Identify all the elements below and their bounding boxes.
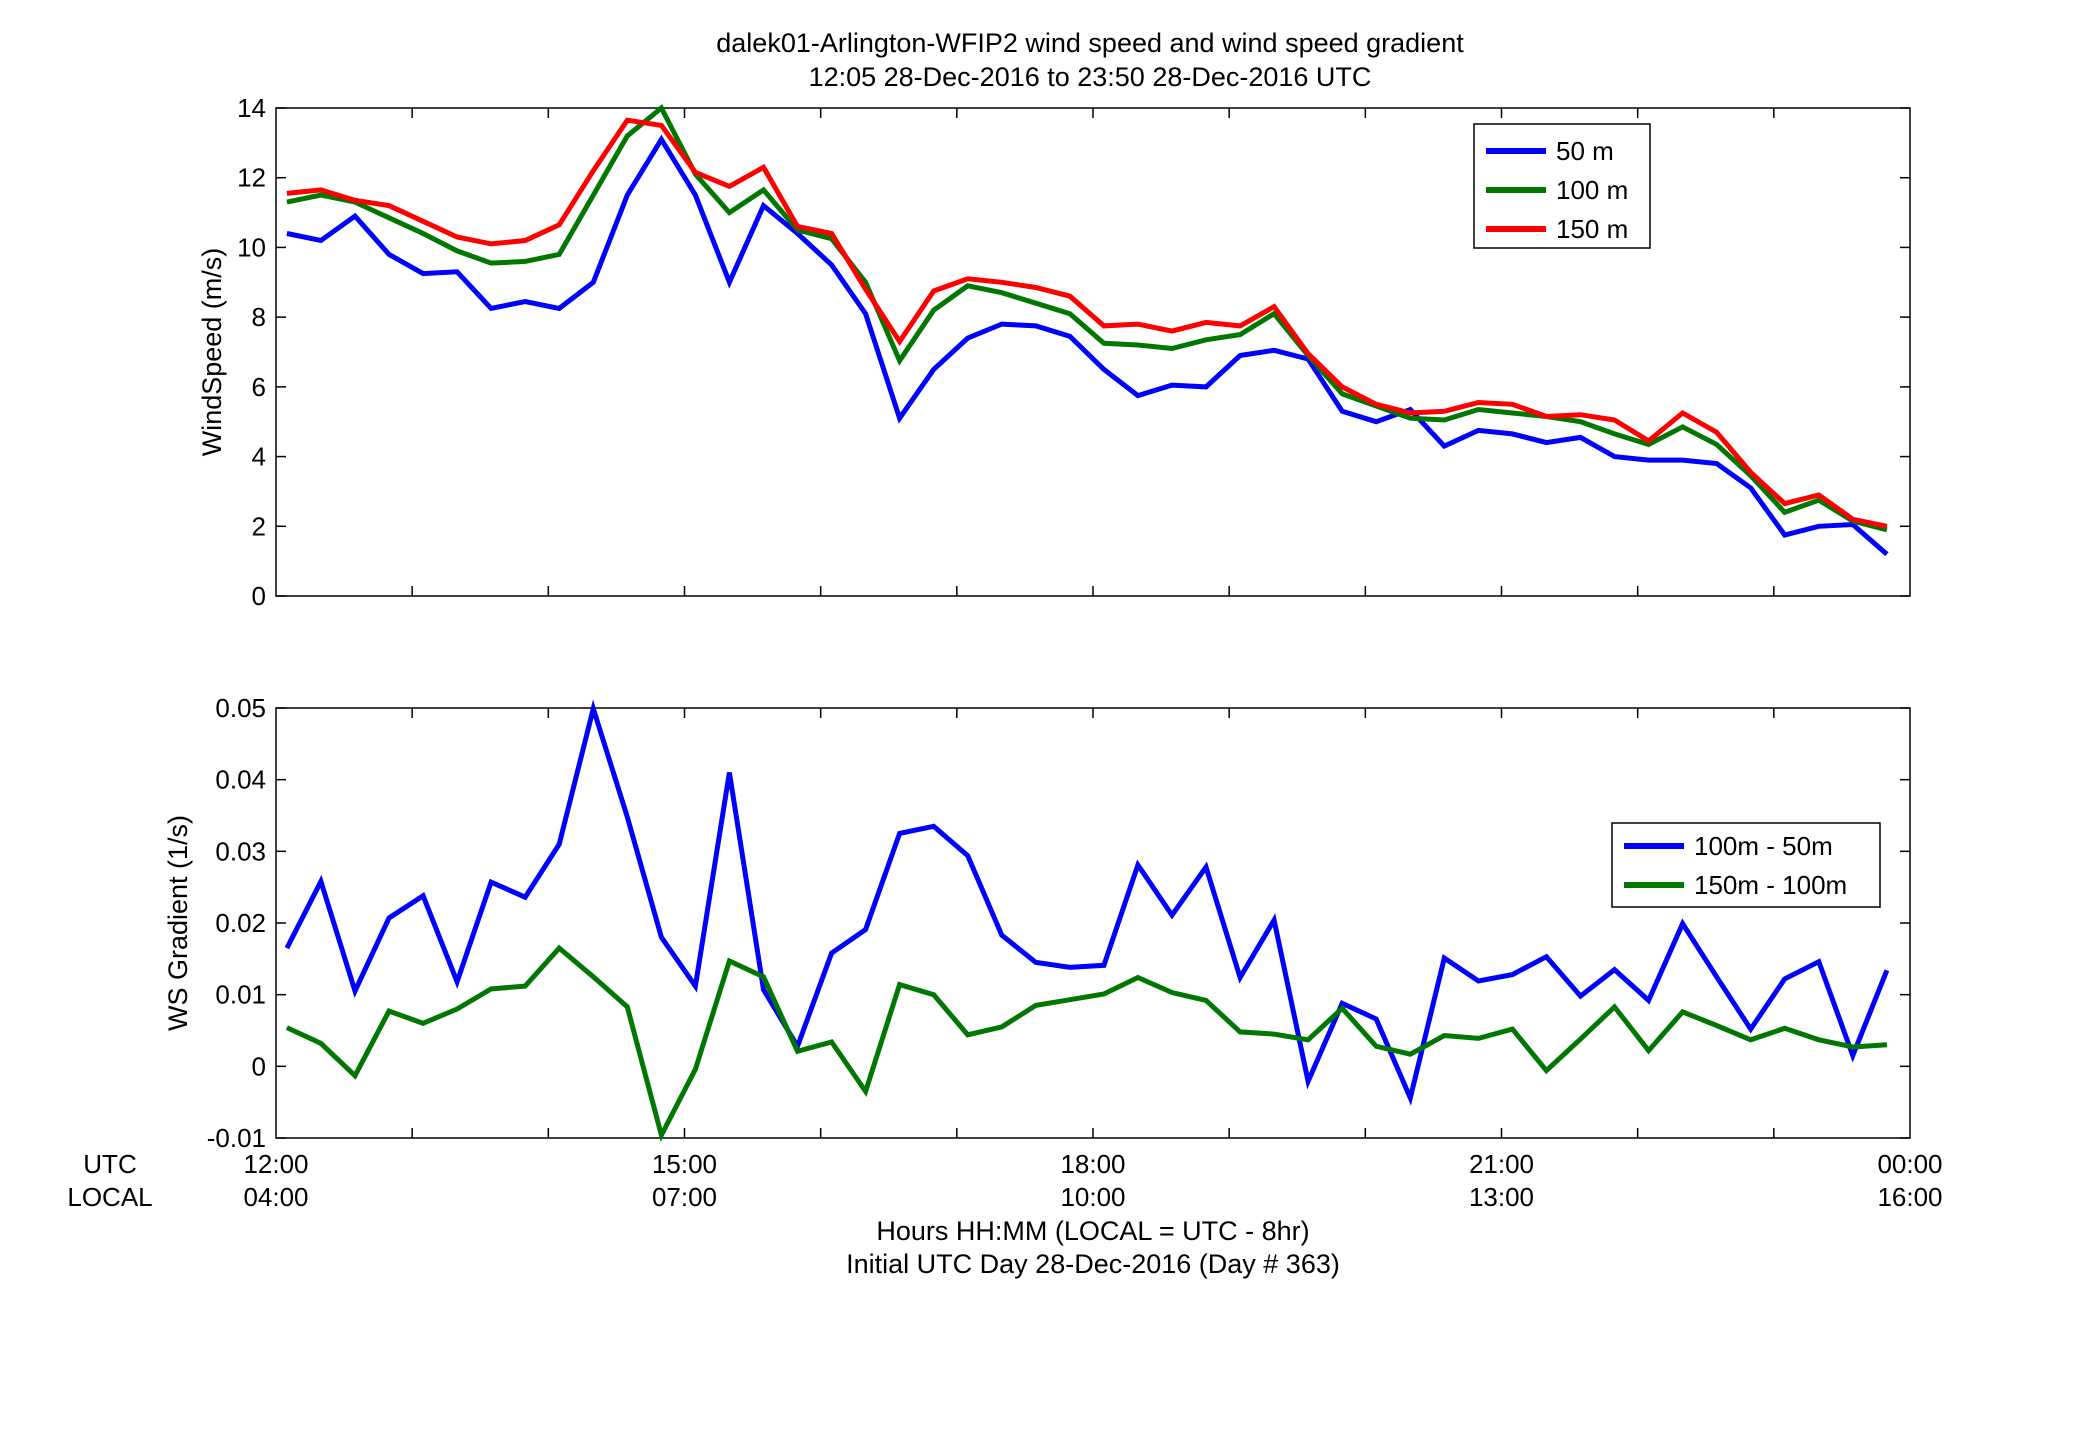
x-tick-label-local: 10:00 bbox=[1060, 1182, 1125, 1212]
bottom-y-tick-label: 0.05 bbox=[215, 693, 266, 723]
top-y-ticks: 0 2 4 6 8 10 12 14 bbox=[237, 93, 1910, 611]
x-tick-label-utc: 18:00 bbox=[1060, 1149, 1125, 1179]
x-tick-label-utc: 12:00 bbox=[243, 1149, 308, 1179]
bottom-y-tick-label: 0 bbox=[252, 1051, 266, 1081]
top-legend-label-100m: 100 m bbox=[1556, 175, 1628, 205]
x-tick-label-utc: 21:00 bbox=[1469, 1149, 1534, 1179]
x-tick-label-local: 13:00 bbox=[1469, 1182, 1534, 1212]
x-tick-label-local: 04:00 bbox=[243, 1182, 308, 1212]
bottom-legend-label-100-50: 100m - 50m bbox=[1694, 831, 1833, 861]
top-y-axis-label: WindSpeed (m/s) bbox=[197, 248, 227, 457]
top-series-line-3 bbox=[286, 117, 1888, 529]
x-axis-label: Hours HH:MM (LOCAL = UTC - 8hr) bbox=[876, 1216, 1309, 1246]
utc-row-label: UTC bbox=[83, 1149, 136, 1179]
top-y-tick-label: 0 bbox=[252, 581, 266, 611]
bottom-legend: 100m - 50m 150m - 100m bbox=[1611, 822, 1881, 908]
x-tick-label-local: 16:00 bbox=[1877, 1182, 1942, 1212]
top-series-lines bbox=[286, 104, 1889, 557]
bottom-series-lines bbox=[284, 699, 1890, 1143]
bottom-y-axis-label: WS Gradient (1/s) bbox=[163, 815, 193, 1031]
top-y-tick-label: 14 bbox=[237, 93, 266, 123]
bottom-series-line-2 bbox=[285, 944, 1888, 1143]
x-tick-label-utc: 00:00 bbox=[1877, 1149, 1942, 1179]
bottom-legend-box bbox=[1611, 822, 1881, 908]
top-y-tick-label: 6 bbox=[252, 372, 266, 402]
bottom-y-tick-label: -0.01 bbox=[207, 1123, 266, 1153]
chart-subtitle: 12:05 28-Dec-2016 to 23:50 28-Dec-2016 U… bbox=[809, 62, 1372, 92]
top-y-tick-label: 12 bbox=[237, 163, 266, 193]
top-x-ticks bbox=[411, 108, 1775, 596]
top-y-tick-label: 2 bbox=[252, 511, 266, 541]
top-legend: 50 m 100 m 150 m bbox=[1473, 123, 1651, 249]
bottom-series-line-1 bbox=[284, 699, 1890, 1106]
chart-title: dalek01-Arlington-WFIP2 wind speed and w… bbox=[716, 28, 1464, 58]
x-axis-label-day: Initial UTC Day 28-Dec-2016 (Day # 363) bbox=[846, 1249, 1340, 1279]
bottom-y-tick-label: 0.01 bbox=[215, 980, 266, 1010]
x-tick-label-local: 07:00 bbox=[652, 1182, 717, 1212]
bottom-y-ticks: -0.01 0 0.01 0.02 0.03 0.04 0.05 bbox=[207, 693, 1910, 1153]
top-series-line-2 bbox=[286, 104, 1888, 533]
bottom-legend-label-150-100: 150m - 100m bbox=[1694, 870, 1847, 900]
top-legend-label-50m: 50 m bbox=[1556, 136, 1614, 166]
x-tick-label-utc: 15:00 bbox=[652, 1149, 717, 1179]
bottom-y-tick-label: 0.03 bbox=[215, 836, 266, 866]
top-y-tick-label: 8 bbox=[252, 302, 266, 332]
bottom-plot-frame bbox=[275, 707, 1911, 1139]
top-y-tick-label: 4 bbox=[252, 442, 266, 472]
top-series-line-1 bbox=[286, 134, 1889, 557]
top-legend-label-150m: 150 m bbox=[1556, 214, 1628, 244]
top-plot-frame bbox=[275, 107, 1911, 597]
bottom-y-tick-label: 0.04 bbox=[215, 765, 266, 795]
top-y-tick-label: 10 bbox=[237, 232, 266, 262]
local-row-label: LOCAL bbox=[67, 1182, 152, 1212]
bottom-y-tick-label: 0.02 bbox=[215, 908, 266, 938]
